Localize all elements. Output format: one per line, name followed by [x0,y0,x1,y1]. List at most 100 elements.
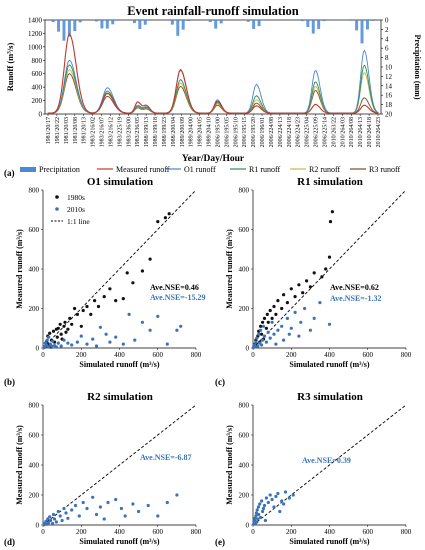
tick-label: 1988/200/04 [171,117,177,147]
data-point-2010s [263,518,267,523]
x-tick-label: 400 [324,528,335,536]
tick-label: 2010/264/23 [376,117,382,147]
precipitation-bar [208,20,212,23]
tick-label: 200 [32,97,43,105]
y-tick-label: 200 [239,492,250,500]
tick-label: 2 [385,26,389,34]
data-point-2010s [282,338,286,342]
data-point-1980s [289,287,293,291]
precipitation-bar [187,20,191,22]
x-tick-label: 0 [251,528,255,536]
one-to-one-line [252,404,407,526]
nse-annotation: Ave.NSE=-1.32 [330,294,382,303]
data-point-2010s [75,340,79,344]
y-axis-label: Measured runoff (m³/s) [15,425,24,505]
tick-label: 2006/196/01 [260,117,266,147]
tick-label: 1989/204/00 [189,117,195,147]
precipitation-bar [371,20,375,21]
tick-label: 1983/236/00 [126,117,132,147]
chart-title: R1 simulation [297,176,363,188]
data-point-1980s [327,255,332,259]
data-point-2010s [318,301,322,305]
data-point-2010s [70,343,74,347]
data-point-2010s [312,316,316,320]
tick-label: 1983/216/02 [91,117,97,147]
data-point-1980s [48,331,52,335]
data-point-1980s [55,335,59,339]
precipitation-bar [132,20,136,24]
plot-frame [44,19,382,115]
data-point-1980s [121,297,125,301]
precipitation-bar [219,20,223,24]
y-axis-label: Measured runoff (m³/s) [225,425,234,505]
data-point-1980s [93,299,97,303]
data-point-1980s [285,301,289,305]
tick-label: 1988/199/13 [144,117,150,147]
data-point-1980s [305,279,309,283]
data-point-1980s [59,332,63,336]
y-tick-label: 200 [29,492,40,500]
panel-label: (a) [4,168,15,178]
data-point-2010s [114,497,118,502]
y-tick-label: 600 [239,432,250,440]
y-tick-label: 0 [36,522,40,530]
data-point-1980s [58,322,62,326]
x-axis-label: Year/Day/Hour [182,154,245,164]
runoff-lines [47,32,379,114]
data-point-2010s [54,345,59,349]
y-tick-label: 0 [36,345,40,353]
data-point-1980s [268,308,272,313]
legend-label: Measured runoff [116,165,170,174]
left-axis-ticks: 0 200 400 600 800 1000 1200 1400 [28,17,45,119]
precipitation-bar [67,20,71,37]
data-point-2010s [274,494,278,499]
tick-label: 1981/20/17 [46,117,52,144]
legend-label: R1 runoff [249,165,281,174]
tick-label: 2010/263/22 [331,117,337,147]
data-point-1980s [282,293,286,297]
tick-label: 1981/20/13 [82,117,88,144]
y-tick-label: 800 [239,402,250,410]
data-point-2010s [51,512,56,517]
data-point-2010s [148,328,152,332]
data-point-1980s [96,304,101,309]
tick-label: 2010/264/13 [358,117,364,147]
precipitation-bar [138,20,142,30]
tick-label: 1983/225/19 [117,117,123,147]
y-tick-label: 400 [239,266,250,274]
data-point-2010s [255,520,259,524]
legend-label: 1980s [67,193,85,202]
chart-title: R3 simulation [297,391,363,403]
data-point-2010s [56,509,60,514]
data-point-1980s [261,320,265,324]
x-tick-label: 600 [363,528,374,536]
y-axis-label-left: Runoff (m³/s) [5,43,15,92]
data-point-1980s [68,316,72,320]
nse-annotation: Ave.NSE=0.39 [302,456,351,465]
data-point-2010s [270,320,274,324]
data-point-2010s [259,515,263,520]
x-axis-tick-labels: 1981/20/17 1981/20/22 1981/20/03 1981/20/08… [46,114,382,147]
data-point-2010s [73,503,78,508]
data-point-2010s [257,512,261,517]
data-point-2010s [283,490,288,494]
data-point-1980s [293,295,297,299]
o1-runoff-line [47,49,379,114]
tick-label: 2006/225/14 [323,117,329,147]
data-point-2010s [297,334,301,338]
data-point-2010s [54,520,59,524]
data-point-2010s [48,515,52,519]
tick-label: 1981/20/03 [64,117,70,144]
data-point-1980s [266,320,270,324]
data-point-2010s [165,342,169,346]
data-point-2010s [51,339,55,343]
data-point-1980s [259,324,263,328]
data-point-2010s [94,512,99,517]
data-point-1980s [114,299,118,303]
runoff-timeseries-panel: Event rainfall-runoff simulation 0200400… [4,4,422,178]
precipitation-bar [143,20,147,25]
tick-label: 2006/195/15 [242,117,248,147]
data-point-2010s [146,503,150,508]
data-point-2010s [254,511,258,515]
precipitation-bar [252,20,256,29]
